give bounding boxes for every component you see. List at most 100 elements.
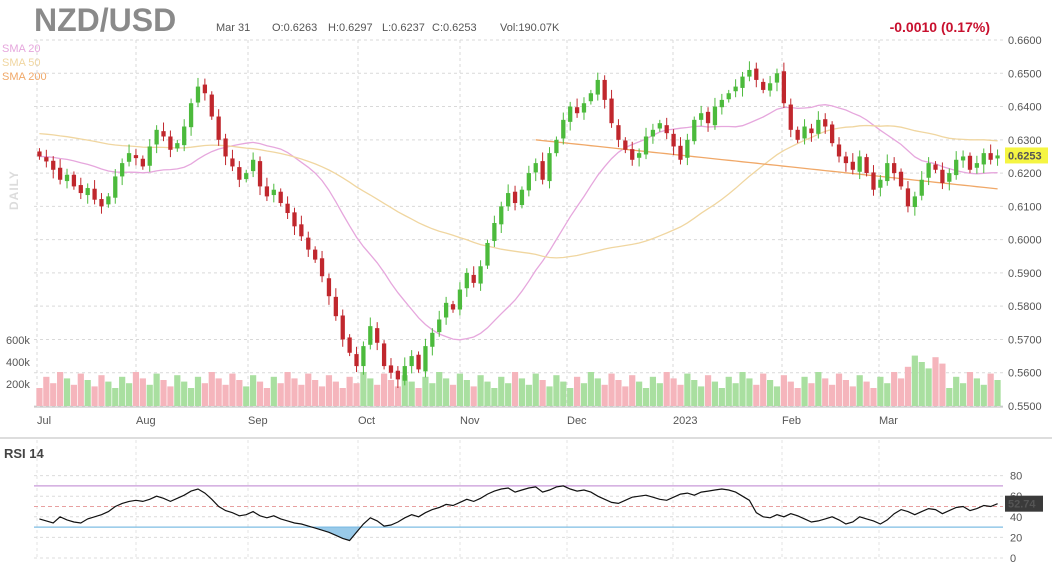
- candle-body: [581, 103, 587, 113]
- candle-body: [685, 139, 690, 158]
- candle-body: [816, 119, 821, 134]
- candle-body: [547, 153, 552, 182]
- rsi-tick-label: 40: [1010, 512, 1022, 524]
- candle-body: [64, 174, 70, 182]
- candle-body: [395, 370, 401, 380]
- candle-body: [133, 155, 139, 159]
- candle-body: [960, 156, 966, 161]
- candle-body: [940, 169, 945, 184]
- volume-bar: [222, 384, 229, 406]
- volume-bar: [312, 380, 319, 406]
- volume-bar: [953, 376, 960, 406]
- volume-bar: [980, 384, 987, 406]
- volume-bar: [332, 381, 339, 406]
- volume-bar: [284, 372, 291, 406]
- volume-bar: [387, 380, 395, 406]
- volume-bar: [780, 375, 787, 406]
- rsi-label: RSI 14: [4, 446, 44, 461]
- candle-body: [168, 136, 173, 150]
- volume-bar: [567, 388, 574, 406]
- candle-body: [299, 224, 304, 237]
- volume-bar: [256, 381, 264, 406]
- candle-body: [147, 146, 152, 166]
- candle-body: [292, 212, 297, 227]
- candle-body: [57, 167, 63, 180]
- candle-body: [712, 106, 718, 126]
- rsi-tick-label: 0: [1010, 553, 1016, 565]
- quote-close: C:0.6253: [432, 22, 477, 34]
- candle-body: [526, 173, 531, 191]
- volume-bars: [36, 355, 1001, 406]
- volume-bar: [918, 362, 925, 406]
- candle-body: [402, 366, 407, 381]
- candle-body: [898, 171, 904, 187]
- candle-body: [313, 249, 318, 260]
- candle-body: [519, 189, 525, 206]
- volume-bar: [808, 383, 815, 406]
- candle-body: [478, 266, 483, 284]
- rsi-value-tag-bg: [1005, 495, 1043, 512]
- volume-bar: [835, 373, 843, 406]
- candle-body: [568, 106, 573, 122]
- candle-body: [471, 274, 476, 283]
- candle-body: [78, 185, 83, 194]
- volume-bar: [491, 388, 498, 406]
- candle-body: [437, 319, 442, 333]
- rsi-tick-label: 20: [1010, 532, 1022, 544]
- volume-bar: [629, 375, 636, 406]
- time-tick-label: Sep: [248, 415, 268, 427]
- volume-bar: [698, 386, 705, 406]
- volume-bar: [505, 383, 512, 406]
- volume-bar: [994, 380, 1001, 406]
- volume-bar: [518, 378, 526, 406]
- candle-body: [37, 151, 42, 157]
- volume-bar: [201, 383, 208, 406]
- volume-bar: [622, 386, 629, 406]
- volume-bar: [525, 384, 532, 406]
- candle-body: [188, 103, 194, 128]
- candle-body: [271, 189, 276, 196]
- volume-bar: [642, 388, 650, 406]
- volume-bar: [987, 373, 994, 406]
- time-tick-label: Mar: [879, 415, 898, 427]
- candle-body: [375, 328, 380, 343]
- candle-body: [195, 86, 201, 103]
- candle-body: [450, 304, 456, 310]
- candle-body: [781, 71, 787, 104]
- sma20-line: [39, 104, 998, 341]
- volume-bar: [270, 376, 277, 406]
- volume-bar: [863, 381, 870, 406]
- volume-bar: [57, 372, 64, 406]
- candle-body: [905, 188, 911, 207]
- volume-bar: [615, 380, 622, 406]
- volume-bar: [511, 372, 519, 406]
- candle-body: [554, 139, 559, 154]
- price-tick-label: 0.6000: [1008, 235, 1042, 247]
- candle-body: [926, 163, 931, 178]
- candle-body: [719, 99, 724, 108]
- candle-body: [71, 174, 77, 187]
- candle-body: [278, 191, 283, 204]
- candle-body: [616, 125, 621, 140]
- candle-body: [354, 354, 359, 367]
- time-tick-label: Aug: [136, 415, 156, 427]
- volume-bar: [801, 376, 808, 406]
- volume-bar: [229, 373, 236, 406]
- candle-body: [705, 111, 711, 124]
- rsi-line: [39, 485, 998, 542]
- volume-bar: [711, 381, 719, 406]
- candle-body: [306, 237, 311, 250]
- volume-bar: [408, 381, 415, 406]
- volume-bar: [587, 372, 594, 406]
- volume-bar: [339, 388, 346, 406]
- volume-bar: [773, 386, 781, 406]
- volume-bar: [263, 388, 271, 406]
- volume-bar: [463, 380, 470, 406]
- candle-body: [506, 193, 511, 207]
- candle-body: [871, 172, 876, 190]
- candle-body: [120, 163, 125, 177]
- volume-bar: [553, 375, 560, 406]
- candle-body: [44, 157, 49, 162]
- candle-body: [237, 167, 242, 180]
